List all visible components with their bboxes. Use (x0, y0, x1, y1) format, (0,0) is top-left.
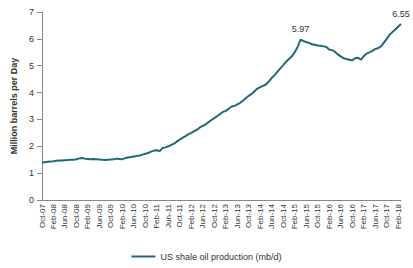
svg-text:Jun-08: Jun-08 (60, 203, 69, 228)
svg-text:Jun-17: Jun-17 (371, 203, 380, 228)
svg-text:Oct-10: Oct-10 (141, 203, 150, 228)
svg-text:Feb-14: Feb-14 (256, 203, 265, 229)
svg-text:7: 7 (29, 7, 34, 17)
svg-text:Feb-18: Feb-18 (394, 203, 403, 229)
svg-text:Feb-16: Feb-16 (325, 203, 334, 229)
svg-text:6.55: 6.55 (392, 9, 410, 19)
svg-text:Jun-11: Jun-11 (164, 203, 173, 227)
svg-text:4: 4 (29, 88, 34, 98)
svg-text:Oct-16: Oct-16 (348, 203, 357, 228)
svg-text:Jun-09: Jun-09 (95, 203, 104, 228)
svg-text:Jun-15: Jun-15 (302, 203, 311, 228)
svg-text:Jun-14: Jun-14 (267, 203, 276, 228)
svg-text:US shale oil production (mb/d): US shale oil production (mb/d) (160, 252, 281, 262)
svg-text:Jun-12: Jun-12 (198, 203, 207, 228)
svg-text:Feb-15: Feb-15 (290, 203, 299, 229)
svg-text:5.97: 5.97 (292, 24, 310, 34)
svg-text:Oct-17: Oct-17 (382, 203, 391, 228)
svg-text:5: 5 (29, 61, 34, 71)
svg-text:1: 1 (29, 168, 34, 178)
svg-text:Feb-11: Feb-11 (152, 203, 161, 228)
svg-text:0: 0 (29, 195, 34, 205)
svg-text:Feb-08: Feb-08 (49, 203, 58, 229)
svg-text:2: 2 (29, 141, 34, 151)
svg-text:Oct-07: Oct-07 (38, 203, 47, 228)
svg-text:Oct-15: Oct-15 (313, 203, 322, 228)
svg-text:Oct-13: Oct-13 (244, 203, 253, 228)
svg-text:Million barrels per Day: Million barrels per Day (9, 58, 19, 155)
svg-text:Feb-12: Feb-12 (187, 203, 196, 229)
svg-text:6: 6 (29, 34, 34, 44)
svg-text:Jun-10: Jun-10 (129, 203, 138, 228)
svg-text:Oct-14: Oct-14 (279, 203, 288, 228)
svg-text:Oct-11: Oct-11 (175, 203, 184, 227)
svg-text:Feb-09: Feb-09 (83, 203, 92, 229)
svg-text:3: 3 (29, 114, 34, 124)
svg-text:Feb-13: Feb-13 (221, 203, 230, 229)
svg-text:Feb-17: Feb-17 (359, 203, 368, 229)
svg-text:Feb-10: Feb-10 (118, 203, 127, 229)
svg-text:Jun-13: Jun-13 (233, 203, 242, 228)
svg-text:Oct-08: Oct-08 (72, 203, 81, 228)
svg-text:Oct-09: Oct-09 (106, 203, 115, 228)
svg-text:Oct-12: Oct-12 (210, 203, 219, 228)
svg-text:Jun-16: Jun-16 (336, 203, 345, 228)
